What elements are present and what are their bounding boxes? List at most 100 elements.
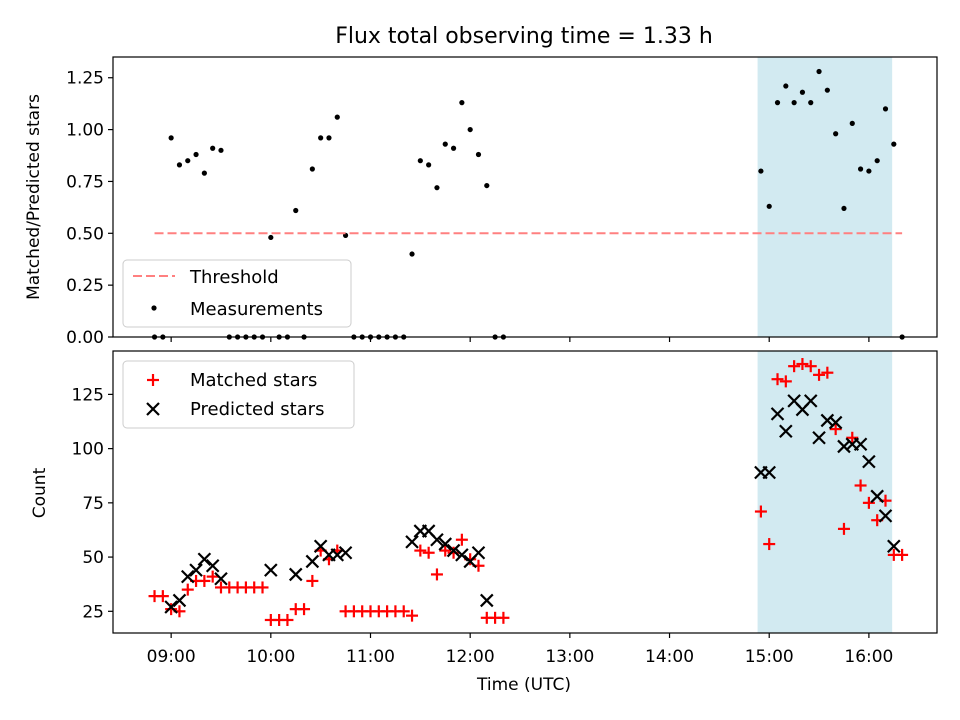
measurement-point-54 [849,120,855,126]
measurement-point-8 [218,147,224,153]
matched-star-point-35 [439,544,452,557]
bottom-y-tick-label-4: 125 [72,385,104,405]
legend-matched-label: Matched stars [190,370,317,391]
measurement-point-5 [193,151,199,158]
measurement-point-7 [210,145,216,151]
matched-star-point-16 [281,613,294,626]
matched-star-point-44 [763,538,776,551]
measurement-point-58 [882,106,889,112]
predicted-star-point-18 [438,537,453,551]
bottom-legend-box [122,360,355,429]
legend-predicted-label: Predicted stars [190,399,324,420]
predicted-star-point-27 [779,424,793,439]
matched-star-point-30 [397,605,410,618]
top-shaded-region [757,57,893,337]
predicted-star-point-17 [430,532,444,547]
matched-star-point-37 [455,533,468,546]
measurement-point-48 [799,89,806,95]
bottom-y-tick-label-1: 50 [82,548,104,568]
predicted-star-point-23 [480,593,494,608]
predicted-star-point-9 [305,554,320,569]
measurement-point-36 [450,145,457,151]
predicted-star-point-36 [853,437,868,452]
top-y-tick-label-5: 1.25 [66,69,104,89]
measurement-point-34 [434,185,440,191]
matched-star-point-33 [422,546,435,559]
matched-star-point-6 [198,574,211,587]
measurement-point-43 [758,168,764,174]
matched-star-point-55 [854,479,867,492]
bottom-shaded-region [757,351,893,633]
matched-star-point-46 [779,375,792,388]
top-y-tick-label-2: 0.50 [66,224,104,244]
x-tick-label-2: 11:00 [346,647,395,667]
matched-star-point-19 [306,574,319,587]
matched-star-point-32 [414,544,427,557]
matched-star-point-52 [829,423,842,436]
predicted-star-point-0 [164,600,178,614]
measurement-point-3 [176,162,183,168]
measurement-point-31 [409,251,415,257]
x-tick-label-6: 15:00 [745,647,794,667]
predicted-star-point-7 [264,563,278,577]
matched-star-point-51 [821,366,834,379]
measurement-point-46 [783,83,789,89]
matched-star-point-45 [771,373,784,386]
bottom-plot-frame [112,350,938,634]
legend-measurements-label: Measurements [190,299,323,320]
top-chart-title: Flux total observing time = 1.33 h [335,24,713,49]
bottom-y-tick-label-0: 25 [82,602,104,622]
predicted-star-point-4 [197,552,212,567]
measurement-point-56 [866,168,872,174]
predicted-star-point-13 [338,545,353,560]
x-tick-label-3: 12:00 [446,647,495,667]
matched-star-point-49 [804,360,817,373]
measurement-point-2 [168,135,174,141]
top-legend-box [122,259,352,328]
measurement-point-37 [459,100,465,106]
legend-measurements-swatch [151,305,157,311]
predicted-star-point-2 [180,569,195,584]
matched-star-point-2 [165,603,178,616]
measurement-point-52 [833,131,839,137]
matched-star-point-53 [837,522,850,535]
x-tick-label-7: 16:00 [844,647,893,667]
top-y-axis: 0.00 0.25 0.50 0.75 1.00 1.25 [66,69,113,348]
measurement-point-6 [201,170,207,176]
predicted-star-point-12 [330,548,345,562]
predicted-star-point-8 [288,567,303,582]
predicted-stars-points [164,394,901,614]
matched-star-point-56 [862,496,875,509]
x-tick-label-5: 14:00 [645,647,694,667]
x-axis-label: Time (UTC) [476,675,571,695]
measurement-point-20 [318,135,324,141]
top-y-tick-label-4: 1.00 [66,121,104,141]
matched-star-point-7 [206,570,219,583]
predicted-star-point-5 [205,558,220,573]
legend-matched-swatch [147,374,159,386]
top-plot-frame [112,56,938,338]
matched-star-point-31 [406,609,419,622]
predicted-star-point-6 [214,571,228,586]
measurement-point-38 [467,126,473,133]
bottom-x-axis: 09:00 10:00 11:00 12:00 13:00 14:00 15:00 16:00 [147,633,893,667]
predicted-star-point-14 [405,535,419,549]
matched-star-point-34 [430,568,443,581]
measurement-point-4 [185,158,191,164]
matched-star-point-13 [256,581,269,594]
x-tick-label-0: 09:00 [147,647,196,667]
top-legend: Threshold Measurements [122,259,352,328]
predicted-star-point-22 [471,545,486,560]
measurement-point-51 [824,87,830,93]
measurement-point-59 [891,141,897,147]
matched-star-point-54 [846,431,859,444]
measurement-point-39 [475,151,482,158]
predicted-star-point-39 [878,509,893,523]
top-y-axis-label: Matched/Predicted stars [24,94,44,300]
matched-star-point-60 [896,548,909,561]
bottom-y-tick-label-3: 100 [72,440,104,460]
top-y-tick-label-0: 0.00 [66,328,104,348]
x-tick-label-4: 13:00 [545,647,594,667]
measurement-point-49 [808,100,814,106]
